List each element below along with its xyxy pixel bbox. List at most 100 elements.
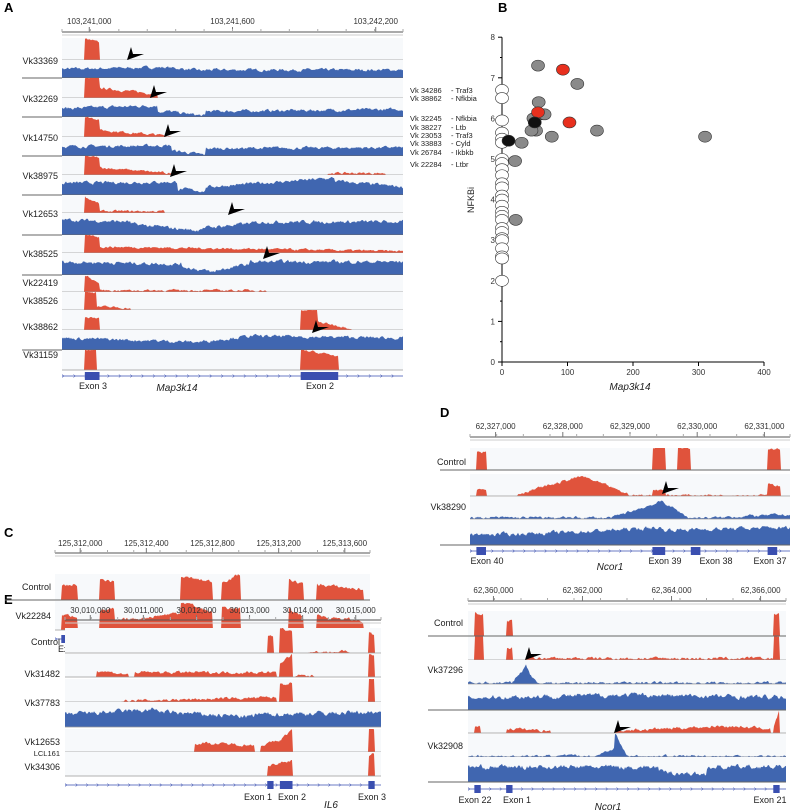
strand-chevron-icon xyxy=(368,374,372,378)
exon-label: Exon 40 xyxy=(470,556,503,566)
exon-label: Exon 2 xyxy=(306,381,334,391)
annotation-gene: - Traf3 xyxy=(451,131,473,140)
track-label: Control xyxy=(22,582,51,592)
x-tick-label: 300 xyxy=(692,368,706,377)
strand-chevron-icon xyxy=(679,787,683,791)
track-label: Vk33369 xyxy=(22,56,58,66)
strand-chevron-icon xyxy=(555,549,558,553)
y-tick-label: 4 xyxy=(491,196,496,205)
scatter-point-black xyxy=(501,134,516,147)
coverage-track xyxy=(470,525,790,545)
exon-label: Exon 21 xyxy=(753,795,786,805)
track-label: Vk14750 xyxy=(22,133,58,143)
strand-chevron-icon xyxy=(520,787,524,791)
strand-chevron-icon xyxy=(243,374,247,378)
strand-chevron-icon xyxy=(198,374,201,378)
y-tick-label: 1 xyxy=(491,317,496,326)
annotation-gene: - Ltbr xyxy=(451,160,469,169)
coverage-track xyxy=(62,143,403,156)
track-background xyxy=(62,292,403,310)
exon-label: Exon 39 xyxy=(648,556,681,566)
arrowhead-icon xyxy=(228,202,245,215)
gene-name: Ncor1 xyxy=(595,802,622,812)
track-label: Vk38525 xyxy=(22,249,58,259)
track-background xyxy=(468,611,786,636)
strand-chevron-icon xyxy=(595,787,598,791)
axis-tick-label: 125,313,200 xyxy=(256,539,301,548)
coverage-track xyxy=(62,235,403,253)
arrowhead-icon xyxy=(127,47,144,60)
strand-chevron-icon xyxy=(64,783,68,787)
axis-tick-label: 125,313,600 xyxy=(323,539,368,548)
track-background xyxy=(470,497,790,519)
scatter-point-gray xyxy=(508,214,523,226)
axis-tick-label: 30,013,000 xyxy=(230,606,271,615)
strand-chevron-icon xyxy=(722,787,725,791)
strand-chevron-icon xyxy=(469,549,473,553)
strand-chevron-icon xyxy=(725,549,729,553)
y-tick-label: 2 xyxy=(491,277,496,286)
coverage-track xyxy=(62,350,403,370)
strand-chevron-icon xyxy=(467,787,471,791)
scatter-point-white xyxy=(495,252,509,265)
track-background xyxy=(62,117,403,137)
annotation-sample: Vk 38862 xyxy=(410,94,442,103)
exon-box xyxy=(300,372,339,380)
strand-chevron-icon xyxy=(212,783,215,787)
strand-chevron-icon xyxy=(149,783,152,787)
strand-chevron-icon xyxy=(715,549,718,553)
track-label: Vk31159 xyxy=(23,350,58,360)
exon-label: Exon 38 xyxy=(699,556,732,566)
scatter-point-gray xyxy=(531,59,545,72)
track-background xyxy=(65,628,381,653)
strand-chevron-icon xyxy=(499,787,503,791)
strand-chevron-icon xyxy=(576,549,580,553)
track-label: Vk37783 xyxy=(24,698,60,708)
coverage-track xyxy=(470,476,790,496)
coverage-track xyxy=(468,636,786,660)
exon-label: Exon 37 xyxy=(753,556,786,566)
track-label: Control xyxy=(437,457,466,467)
scatter-point-white xyxy=(495,274,509,287)
strand-chevron-icon xyxy=(491,549,494,553)
strand-chevron-icon xyxy=(164,374,167,378)
exon-box xyxy=(84,372,100,380)
exon-box xyxy=(368,781,375,789)
strand-chevron-icon xyxy=(191,783,194,787)
annotation-gene: - Nfkbia xyxy=(451,94,478,103)
coverage-track xyxy=(62,117,403,137)
annotation-sample: Vk 23053 xyxy=(410,131,442,140)
track-background xyxy=(62,156,403,175)
axis-tick-label: 103,242,200 xyxy=(353,17,398,26)
arrowhead-icon xyxy=(150,85,167,98)
axis-tick-label: 62,360,000 xyxy=(473,586,514,595)
strand-chevron-icon xyxy=(608,549,612,553)
axis-tick-label: 30,014,000 xyxy=(283,606,324,615)
panel-label: C xyxy=(4,525,14,540)
coverage-track xyxy=(468,763,786,782)
annotation-gene: - Cyld xyxy=(451,139,471,148)
axis-tick-label: 62,331,000 xyxy=(744,422,785,431)
strand-chevron-icon xyxy=(85,783,89,787)
strand-chevron-icon xyxy=(565,549,569,553)
strand-chevron-icon xyxy=(106,783,110,787)
exon-label: Exon 22 xyxy=(458,795,491,805)
coverage-track xyxy=(62,259,403,275)
track-background xyxy=(62,275,403,292)
strand-chevron-icon xyxy=(107,374,110,378)
coverage-track xyxy=(470,500,790,519)
axis-tick-label: 103,241,000 xyxy=(67,17,112,26)
strand-chevron-icon xyxy=(754,787,757,791)
strand-chevron-icon xyxy=(658,787,662,791)
strand-chevron-icon xyxy=(75,783,78,787)
scatter-point-gray xyxy=(570,78,585,90)
annotation-gene: - Nfkbia xyxy=(451,114,478,123)
arrowhead-icon xyxy=(614,720,631,733)
track-background xyxy=(470,474,790,496)
strand-chevron-icon xyxy=(587,549,590,553)
strand-chevron-icon xyxy=(346,374,349,378)
strand-chevron-icon xyxy=(159,783,163,787)
y-tick-label: 6 xyxy=(491,114,496,123)
axis-tick-label: 125,312,000 xyxy=(58,539,103,548)
annotation-sample: Vk 22284 xyxy=(410,160,442,169)
